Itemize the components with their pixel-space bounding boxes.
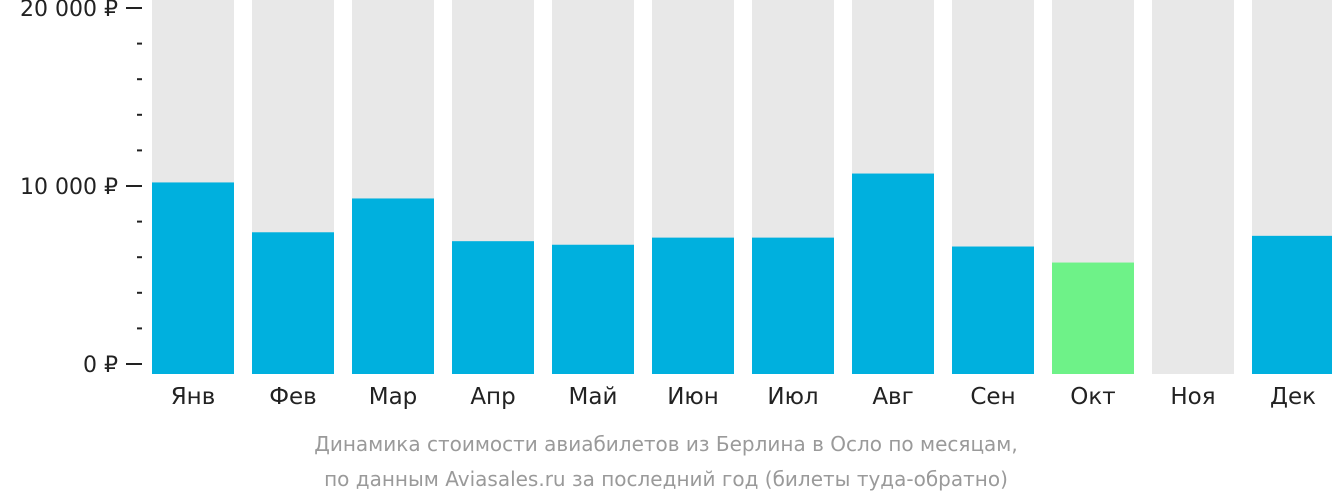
x-tick-label: Ноя: [1170, 384, 1215, 410]
bar-9: [1052, 262, 1134, 374]
bar-3: [452, 241, 534, 374]
x-tick-label: Мар: [369, 384, 418, 410]
bar-4: [552, 244, 634, 374]
bar-5: [652, 237, 734, 374]
y-tick-label: 10 000 ₽: [20, 175, 118, 200]
x-tick-label: Сен: [970, 384, 1015, 410]
x-tick-label: Дек: [1270, 384, 1316, 410]
bar-6: [752, 237, 834, 374]
x-tick-label: Авг: [872, 384, 913, 410]
x-tick-label: Июл: [767, 384, 818, 410]
y-tick-label: 20 000 ₽: [20, 0, 118, 22]
price-bar-chart: Янв Фев Мар Апр Май Июн Июл Авг Сен Окт Ноя Дек 0 ₽ 1…: [20, 0, 1332, 410]
x-tick-label: Апр: [470, 384, 515, 410]
bar-2: [352, 198, 434, 374]
x-tick-label: Май: [569, 384, 618, 410]
bar-7: [852, 173, 934, 374]
bar-1: [252, 232, 334, 374]
x-tick-label: Июн: [667, 384, 719, 410]
chart-caption-line-2: по данным Aviasales.ru за последний год …: [324, 467, 1008, 491]
chart-caption-line-1: Динамика стоимости авиабилетов из Берлин…: [314, 432, 1018, 456]
bar-0: [152, 182, 234, 374]
y-tick-label: 0 ₽: [83, 353, 118, 378]
bar-11: [1252, 235, 1332, 374]
bar-8: [952, 246, 1034, 374]
background-column: [1152, 0, 1234, 374]
x-tick-label: Окт: [1070, 384, 1115, 410]
x-tick-label: Янв: [171, 384, 216, 410]
x-tick-label: Фев: [269, 384, 317, 410]
